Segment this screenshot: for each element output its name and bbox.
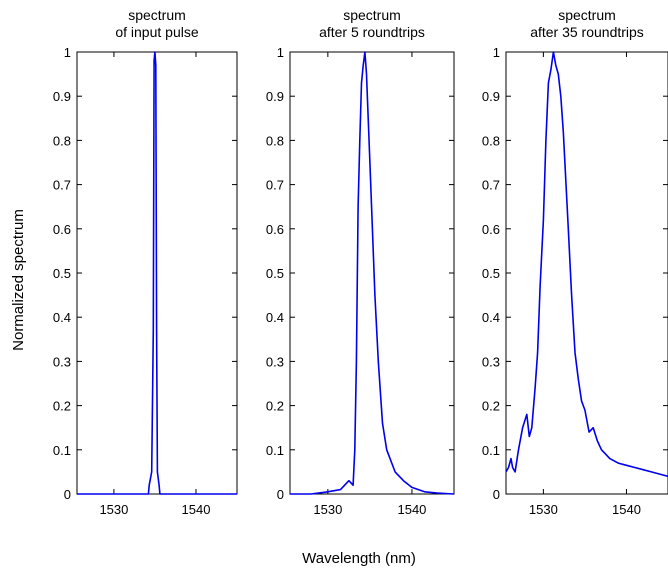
- y-tick-label: 0.7: [53, 178, 71, 193]
- y-tick-label: 0.8: [266, 133, 284, 148]
- y-tick-label: 0.6: [266, 222, 284, 237]
- x-axis-label: Wavelength (nm): [302, 550, 416, 567]
- spectrum-line: [290, 51, 455, 495]
- y-tick-label: 0.5: [266, 266, 284, 281]
- y-tick-label: 0.8: [482, 133, 500, 148]
- x-tick-label: 1540: [397, 502, 426, 517]
- y-tick-label: 0.5: [482, 266, 500, 281]
- panel-title-line: after 35 roundtrips: [530, 24, 644, 40]
- spectrum-line: [505, 51, 668, 478]
- y-tick-label: 1: [277, 45, 284, 60]
- x-tick-label: 1540: [612, 502, 641, 517]
- y-tick-label: 0.6: [53, 222, 71, 237]
- y-tick-label: 0.1: [53, 443, 71, 458]
- spectrum-line: [77, 51, 237, 495]
- y-tick-label: 0.1: [482, 443, 500, 458]
- y-tick-label: 0.5: [53, 266, 71, 281]
- panel-title-line: of input pulse: [115, 24, 198, 40]
- y-tick-label: 0.2: [482, 399, 500, 414]
- y-tick-label: 0.2: [266, 399, 284, 414]
- y-tick-label: 1: [493, 45, 500, 60]
- y-tick-label: 0.9: [482, 89, 500, 104]
- x-tick-label: 1540: [182, 502, 211, 517]
- panel-title-line: spectrum: [343, 7, 401, 23]
- x-tick-label: 1530: [529, 502, 558, 517]
- y-tick-label: 0.2: [53, 399, 71, 414]
- y-tick-label: 0.3: [266, 354, 284, 369]
- y-tick-label: 0.1: [266, 443, 284, 458]
- y-tick-label: 0: [64, 487, 71, 502]
- y-tick-label: 0.7: [482, 178, 500, 193]
- panel-title-line: spectrum: [128, 7, 186, 23]
- y-tick-label: 0: [493, 487, 500, 502]
- y-tick-label: 0.9: [53, 89, 71, 104]
- y-tick-label: 0.4: [53, 310, 71, 325]
- x-tick-label: 1530: [99, 502, 128, 517]
- y-tick-label: 0.4: [266, 310, 284, 325]
- y-tick-label: 0.8: [53, 133, 71, 148]
- panel-title-line: spectrum: [558, 7, 616, 23]
- y-tick-label: 0.4: [482, 310, 500, 325]
- y-tick-label: 0.9: [266, 89, 284, 104]
- y-tick-label: 0: [277, 487, 284, 502]
- y-tick-label: 0.6: [482, 222, 500, 237]
- y-tick-label: 0.3: [53, 354, 71, 369]
- y-tick-label: 0.7: [266, 178, 284, 193]
- y-axis-label: Normalized spectrum: [10, 209, 27, 351]
- y-tick-label: 1: [64, 45, 71, 60]
- x-tick-label: 1530: [313, 502, 342, 517]
- y-tick-label: 0.3: [482, 354, 500, 369]
- panel-title-line: after 5 roundtrips: [319, 24, 425, 40]
